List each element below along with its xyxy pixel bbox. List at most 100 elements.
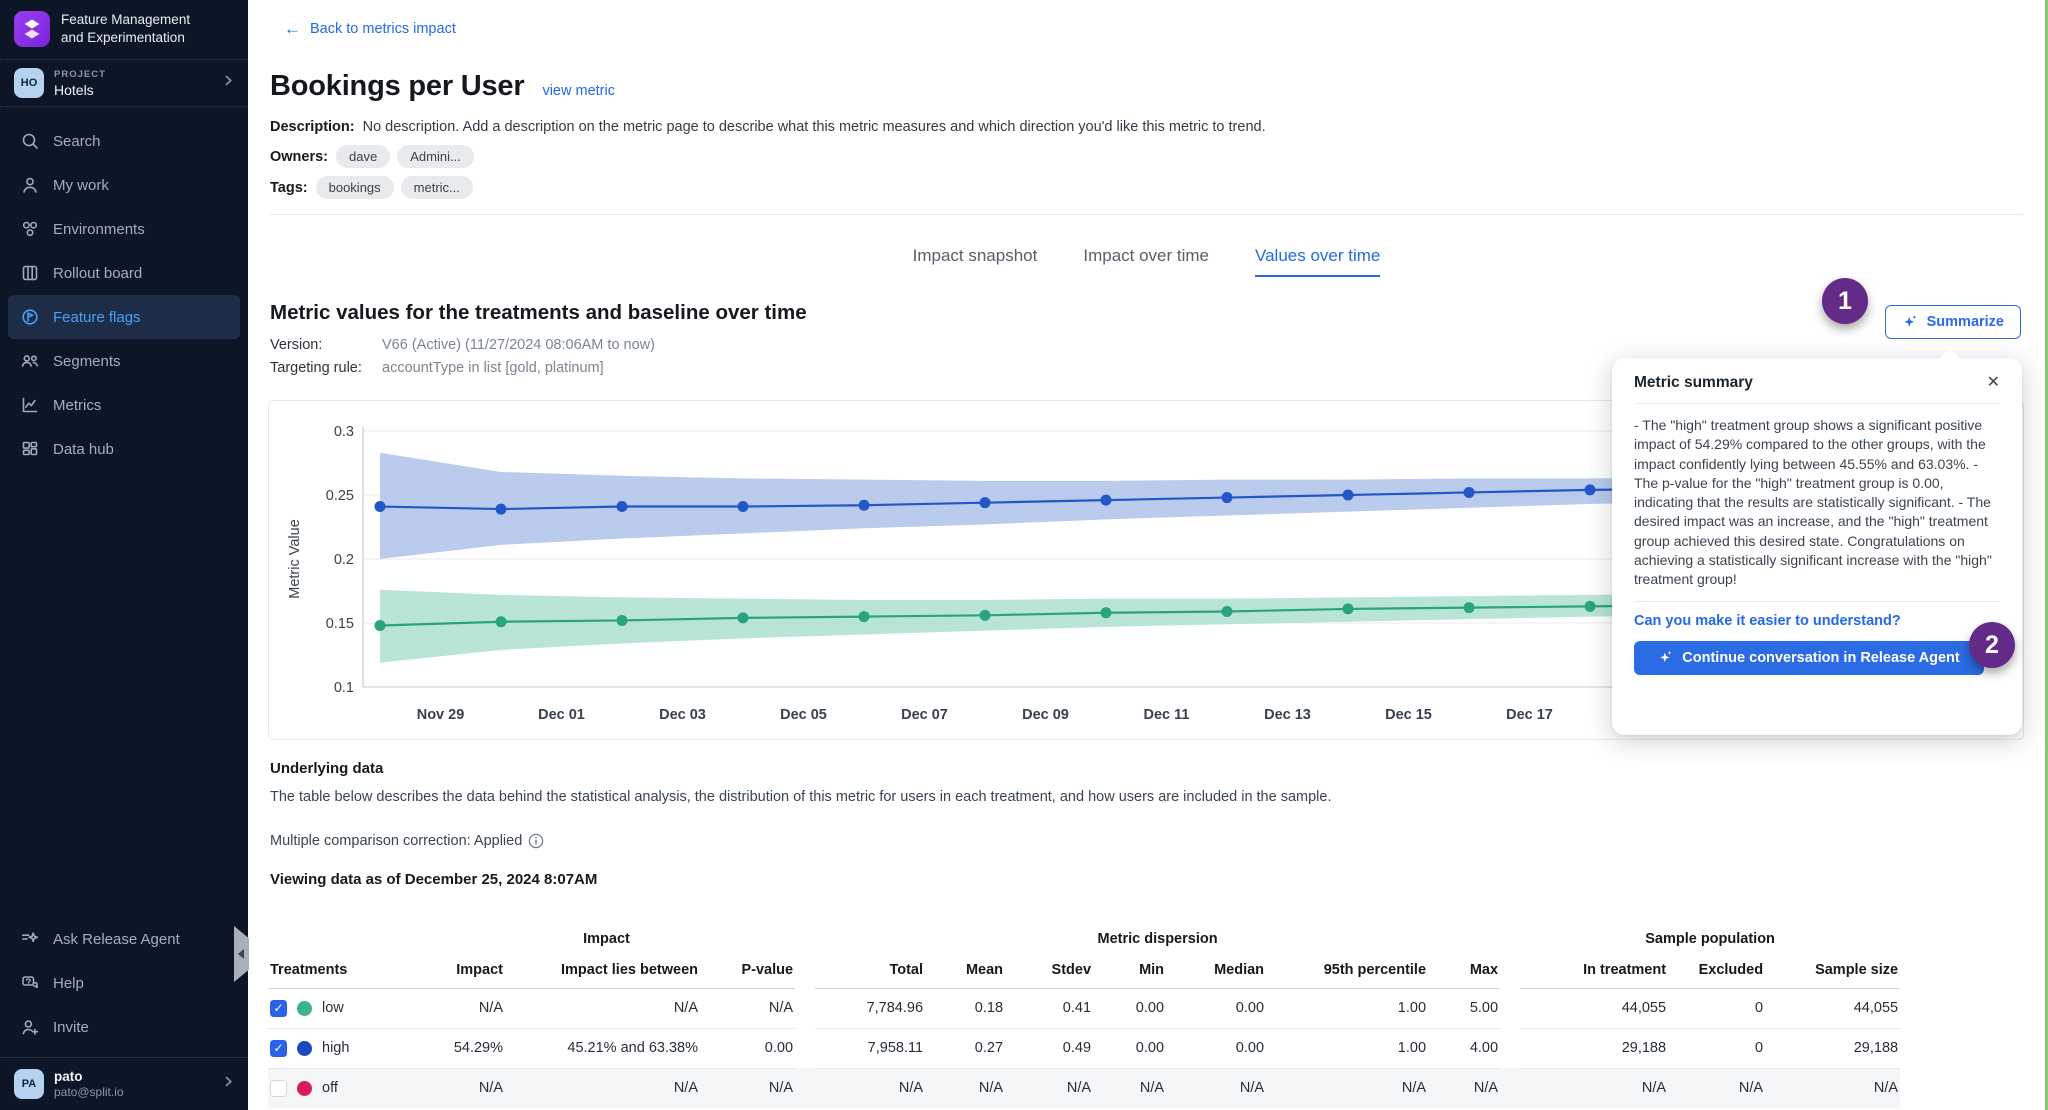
table-row-off: off N/A N/A N/A N/A N/A N/A N/A N/A N/A N/A N/A N/A N…: [268, 1068, 1901, 1108]
column-header-median: Median: [1166, 952, 1267, 989]
chevron-right-icon: [220, 73, 236, 94]
table-cell: 7,958.11: [815, 1028, 926, 1069]
treatment-checkbox-high[interactable]: ✓: [270, 1039, 287, 1057]
table-cell: 29,188: [1520, 1028, 1669, 1069]
sidebar-item-label: My work: [53, 176, 109, 194]
table-group-header: [268, 926, 418, 952]
sidebar-item-label: Environments: [53, 220, 145, 238]
sidebar-item-label: Feature flags: [53, 308, 141, 326]
environments-icon: [22, 221, 38, 237]
table-cell: 1.00: [1266, 1028, 1429, 1069]
svg-text:0.15: 0.15: [326, 616, 354, 632]
sidebar-collapse-handle[interactable]: [234, 926, 249, 982]
treatment-color-dot: [297, 1040, 312, 1056]
owners-row: Owners: dave Admini...: [270, 145, 474, 168]
svg-text:0.2: 0.2: [334, 552, 354, 568]
table-cell: 54.29%: [418, 1028, 505, 1069]
user-name: pato: [54, 1069, 83, 1084]
project-switcher[interactable]: HO PROJECT Hotels: [0, 60, 248, 106]
owners-label: Owners:: [270, 148, 329, 165]
table-cell: 0.41: [1005, 988, 1094, 1029]
table-cell: 7,784.96: [815, 988, 926, 1029]
table-cell: N/A: [1668, 1068, 1766, 1108]
svg-text:Dec 01: Dec 01: [538, 707, 585, 723]
view-metric-link[interactable]: view metric: [542, 83, 615, 99]
divider: [270, 214, 2023, 215]
correction-text: Multiple comparison correction: Applied: [270, 833, 523, 849]
continue-conversation-button[interactable]: Continue conversation in Release Agent: [1634, 640, 1984, 675]
close-icon[interactable]: ✕: [1986, 374, 2000, 391]
column-header-excluded: Excluded: [1668, 952, 1766, 989]
sidebar-item-label: Ask Release Agent: [53, 930, 180, 948]
sidebar-nav: Search My work Environments Rollout board Fe…: [0, 107, 248, 483]
table-row-low: ✓ low N/A N/A N/A 7,784.96 0.18 0.41 0.00 0.00 1.0…: [268, 988, 1901, 1029]
my-work-icon: [23, 177, 37, 193]
table-cell: 0.49: [1005, 1028, 1094, 1069]
annotation-badge-1: 1: [1822, 278, 1868, 324]
table-cell: 29,188: [1765, 1028, 1901, 1069]
svg-text:Dec 13: Dec 13: [1264, 707, 1311, 723]
sidebar-item-label: Data hub: [53, 440, 114, 458]
column-header-stdev: Stdev: [1005, 952, 1094, 989]
sidebar-item-invite[interactable]: Invite: [8, 1005, 240, 1049]
sidebar-item-help[interactable]: Help: [8, 961, 240, 1005]
tab-values-over-time[interactable]: Values over time: [1255, 246, 1381, 277]
table-cell: N/A: [418, 988, 505, 1029]
sidebar-item-rollout-board[interactable]: Rollout board: [8, 251, 240, 295]
treatment-checkbox-low[interactable]: ✓: [270, 999, 287, 1017]
column-header-95th-percentile: 95th percentile: [1266, 952, 1429, 989]
table-cell: 0.00: [1093, 1028, 1167, 1069]
sidebar-item-ask-release-agent[interactable]: Ask Release Agent: [8, 917, 240, 961]
sidebar-footer-nav: Ask Release Agent Help Invite: [0, 917, 248, 1057]
sidebar-item-label: Search: [53, 132, 101, 150]
table-cell: 0.00: [1093, 988, 1167, 1029]
divider: [1634, 600, 2000, 602]
summarize-button[interactable]: Summarize: [1884, 305, 2021, 339]
svg-text:Dec 17: Dec 17: [1506, 707, 1553, 723]
sidebar-item-segments[interactable]: Segments: [8, 339, 240, 383]
table-cell: N/A: [505, 1068, 700, 1108]
feature-flags-icon: [22, 309, 38, 325]
metric-summary-popup: Metric summary ✕ - The "high" treatment …: [1612, 348, 2022, 735]
column-header-sample-size: Sample size: [1765, 952, 1901, 989]
table-cell: 0: [1668, 1028, 1766, 1069]
table-cell: N/A: [1005, 1068, 1094, 1108]
table-cell: N/A: [1093, 1068, 1167, 1108]
sidebar-item-metrics[interactable]: Metrics: [8, 383, 240, 427]
summarize-label: Summarize: [1926, 314, 2004, 330]
description-text: No description. Add a description on the…: [362, 119, 1266, 135]
table-cell: N/A: [700, 988, 796, 1029]
owner-pill[interactable]: dave: [336, 145, 391, 168]
sidebar-item-label: Invite: [53, 1018, 89, 1036]
svg-text:Dec 05: Dec 05: [780, 707, 827, 723]
back-link-label: Back to metrics impact: [310, 20, 456, 37]
sidebar-item-feature-flags[interactable]: Feature flags: [8, 295, 240, 339]
owner-pill[interactable]: Admini...: [397, 145, 474, 168]
tag-pill[interactable]: metric...: [400, 176, 473, 199]
sidebar-item-environments[interactable]: Environments: [8, 207, 240, 251]
divider: [1634, 403, 2000, 404]
easier-to-understand-link[interactable]: Can you make it easier to understand?: [1634, 612, 1901, 629]
info-icon[interactable]: [528, 833, 544, 849]
popup-title: Metric summary: [1634, 374, 1753, 391]
sidebar-item-search[interactable]: Search: [8, 119, 240, 163]
chevron-left-icon: [237, 949, 244, 959]
sidebar-item-my-work[interactable]: My work: [8, 163, 240, 207]
user-menu[interactable]: PA pato pato@split.io: [0, 1057, 248, 1110]
version-info: Version: V66 (Active) (11/27/2024 08:06A…: [270, 337, 655, 376]
tag-pill[interactable]: bookings: [315, 176, 394, 199]
version-label: Version:: [270, 337, 323, 353]
treatment-checkbox-off[interactable]: [270, 1079, 287, 1097]
table-cell: N/A: [925, 1068, 1006, 1108]
table-header-row: Treatments Impact Impact lies between P-val…: [268, 952, 1901, 989]
back-link[interactable]: ← Back to metrics impact: [284, 20, 456, 37]
underlying-data-paragraph: The table below describes the data behin…: [270, 789, 1332, 805]
svg-text:Nov 29: Nov 29: [417, 707, 465, 723]
tags-row: Tags: bookings metric...: [270, 176, 473, 199]
split-logo-icon: [14, 11, 50, 47]
tab-impact-over-time[interactable]: Impact over time: [1083, 246, 1210, 265]
tab-impact-snapshot[interactable]: Impact snapshot: [912, 246, 1038, 265]
sidebar-item-data-hub[interactable]: Data hub: [8, 427, 240, 471]
column-header-total: Total: [815, 952, 926, 989]
svg-text:Dec 07: Dec 07: [901, 707, 948, 723]
